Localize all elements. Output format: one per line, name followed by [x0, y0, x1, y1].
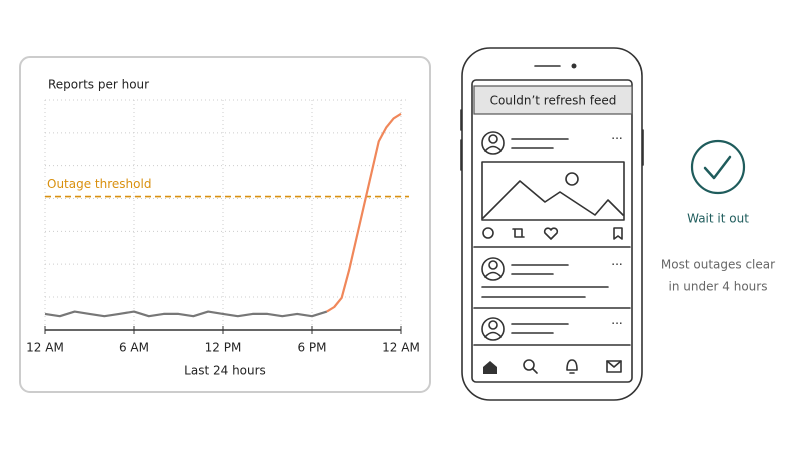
advice-title: Wait it out — [687, 212, 749, 226]
svg-text:···: ··· — [611, 317, 622, 331]
x-tick-label: 6 PM — [297, 341, 326, 355]
svg-text:···: ··· — [611, 132, 622, 146]
plot: 12 AM 6 AM 12 PM 6 PM 12 AM Outage threshold — [26, 99, 420, 355]
x-tick-label: 12 PM — [205, 341, 242, 355]
x-tick-label: 12 AM — [26, 341, 64, 355]
series-line — [44, 310, 328, 318]
advice-line: Most outages clear — [661, 258, 775, 272]
chart-title: Reports per hour — [48, 78, 149, 92]
banner: Couldn’t refresh feed — [490, 94, 617, 108]
x-tick-label: 12 AM — [382, 341, 420, 355]
x-tick-label: 6 AM — [119, 341, 149, 355]
x-axis-label: Last 24 hours — [184, 364, 266, 378]
advice-line: in under 4 hours — [669, 280, 768, 294]
advice: Wait it out Most outages clear in under … — [661, 139, 775, 294]
threshold-label: Outage threshold — [47, 177, 151, 191]
chart-card — [19, 56, 431, 393]
series-line — [326, 112, 402, 313]
phone: Couldn’t refresh feed ··· ··· ··· — [460, 47, 644, 401]
svg-text:···: ··· — [611, 258, 622, 272]
